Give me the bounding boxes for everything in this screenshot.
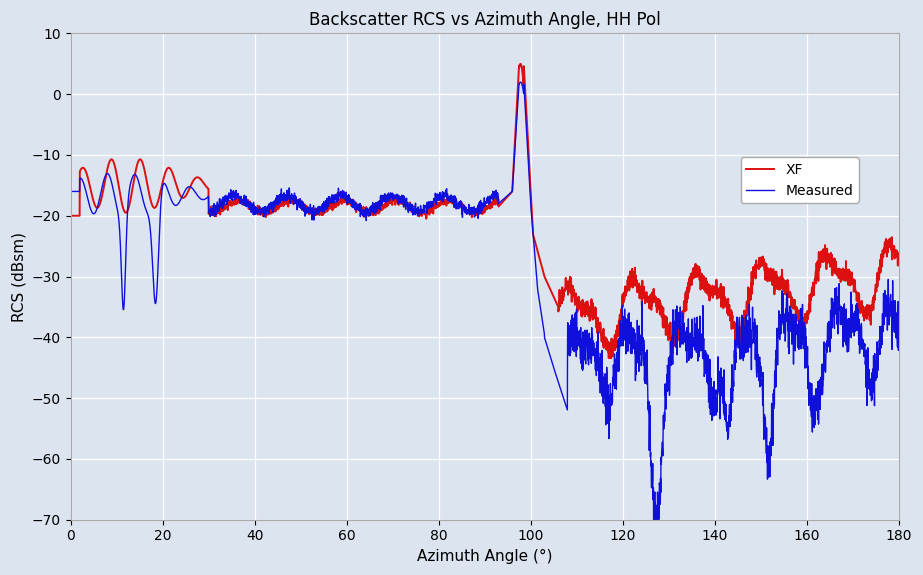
Measured [893,347,904,354]
Measured [296,206,307,213]
X-axis label: Azimuth Angle (°): Azimuth Angle (°) [417,549,552,564]
Title: Backscatter RCS vs Azimuth Angle, HH Pol: Backscatter RCS vs Azimuth Angle, HH Pol [309,11,661,29]
Measured [815,384,826,391]
Measured [893,335,905,342]
Measured [566,343,577,350]
XF [893,251,904,258]
XF [296,200,307,206]
Line: XF: XF [71,64,899,358]
XF [605,355,617,362]
Y-axis label: RCS (dBsm): RCS (dBsm) [11,232,26,321]
XF [243,197,254,204]
Legend: XF, Measured: XF, Measured [740,157,858,203]
Measured [648,516,659,523]
Measured [581,331,592,338]
Line: Measured: Measured [71,82,899,520]
Measured [66,188,77,195]
Measured [243,200,254,206]
XF [893,255,905,262]
XF [515,60,526,67]
XF [66,212,77,219]
Measured [515,79,526,86]
XF [581,299,592,306]
XF [815,255,826,262]
XF [566,285,577,292]
